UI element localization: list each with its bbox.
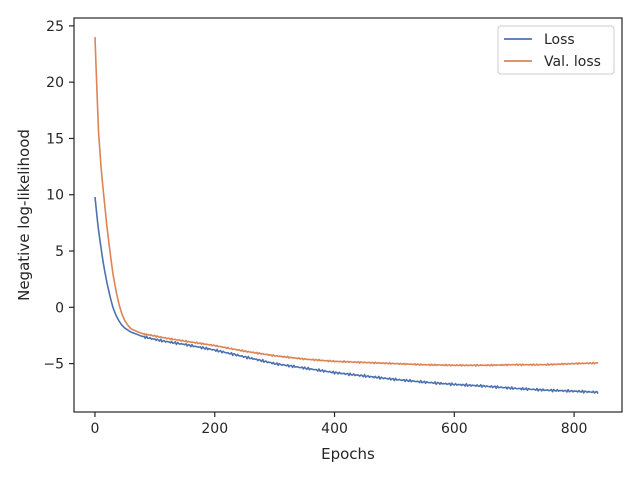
y-tick-label: 5 xyxy=(55,244,64,260)
x-axis-label: Epochs xyxy=(321,445,375,463)
x-axis-ticks: 0 200 400 600 800 xyxy=(91,412,588,437)
y-axis-ticks: −5 0 5 10 15 20 25 xyxy=(43,19,74,373)
x-tick-label: 200 xyxy=(201,421,228,437)
y-tick-label: 15 xyxy=(46,131,64,147)
y-tick-label: −5 xyxy=(43,357,64,373)
plot-frame xyxy=(73,17,623,413)
x-tick-label: 600 xyxy=(441,421,468,437)
legend-entry-label: Loss xyxy=(544,32,575,48)
series-line-loss xyxy=(94,196,599,394)
y-tick-label: 10 xyxy=(46,188,64,204)
legend: Loss Val. loss xyxy=(497,25,615,75)
x-tick-label: 800 xyxy=(561,421,588,437)
plot-area xyxy=(73,17,623,413)
series-layer xyxy=(94,37,599,394)
legend-entry-label: Val. loss xyxy=(544,54,601,70)
y-tick-label: 0 xyxy=(55,300,64,316)
series-line-val-loss xyxy=(94,37,599,367)
x-tick-label: 0 xyxy=(91,421,100,437)
y-axis-label: Negative log-likelihood xyxy=(15,129,33,301)
y-tick-label: 20 xyxy=(46,75,64,91)
y-tick-label: 25 xyxy=(46,19,64,35)
x-tick-label: 400 xyxy=(321,421,348,437)
legend-frame xyxy=(497,25,615,75)
